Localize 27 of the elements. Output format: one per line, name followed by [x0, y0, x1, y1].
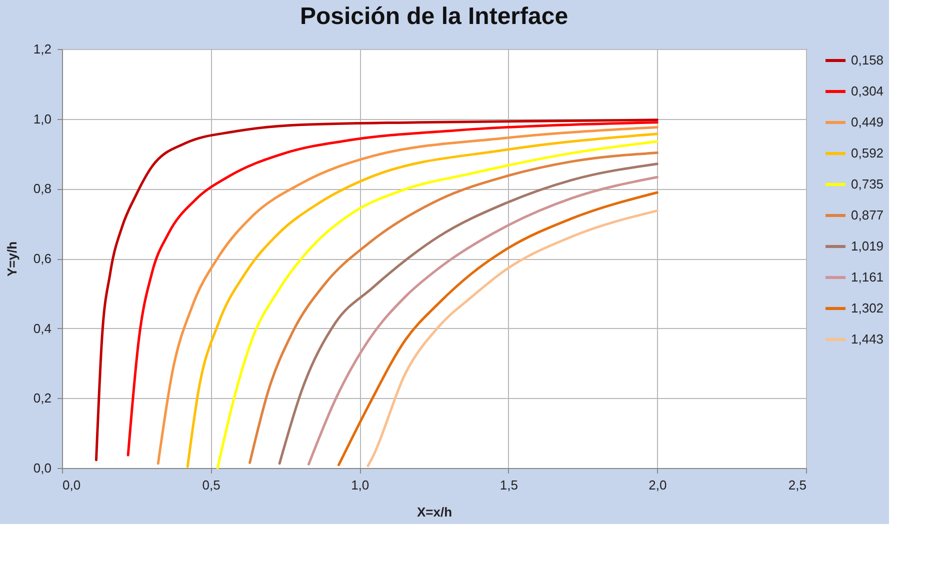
legend-label: 0,304: [851, 84, 884, 98]
x-axis-title: X=x/h: [416, 504, 452, 520]
x-tick-label: 1,5: [500, 478, 518, 492]
y-tick-label: 1,2: [33, 42, 52, 56]
legend-label: 1,302: [851, 300, 884, 316]
x-tick-label: 0,5: [202, 478, 220, 492]
legend-label: 1,019: [851, 238, 884, 254]
legend-label: 0,449: [851, 114, 884, 130]
line-series: [366, 209, 658, 468]
legend-label: 1,161: [851, 270, 884, 284]
legend-label: 1,443: [851, 332, 884, 346]
y-tick-label: 0,6: [33, 251, 52, 266]
legend-label: 0,158: [851, 52, 884, 68]
y-tick-label: 0,0: [33, 460, 52, 476]
legend-label: 0,735: [851, 176, 884, 192]
chart-title: Posición de la Interface: [300, 3, 568, 30]
x-tick-label: 1,0: [351, 478, 370, 492]
y-axis-title: Y=y/h: [4, 241, 20, 277]
y-tick-label: 0,4: [33, 320, 52, 336]
y-tick-label: 0,8: [33, 181, 52, 196]
x-tick-label: 2,0: [648, 478, 667, 492]
x-tick-label: 2,5: [788, 478, 806, 492]
legend-label: 0,877: [851, 208, 884, 222]
legend-label: 0,592: [851, 146, 884, 160]
x-tick-label: 0,0: [62, 478, 81, 492]
y-tick-label: 0,2: [33, 390, 52, 406]
y-tick-label: 1,0: [33, 111, 52, 126]
